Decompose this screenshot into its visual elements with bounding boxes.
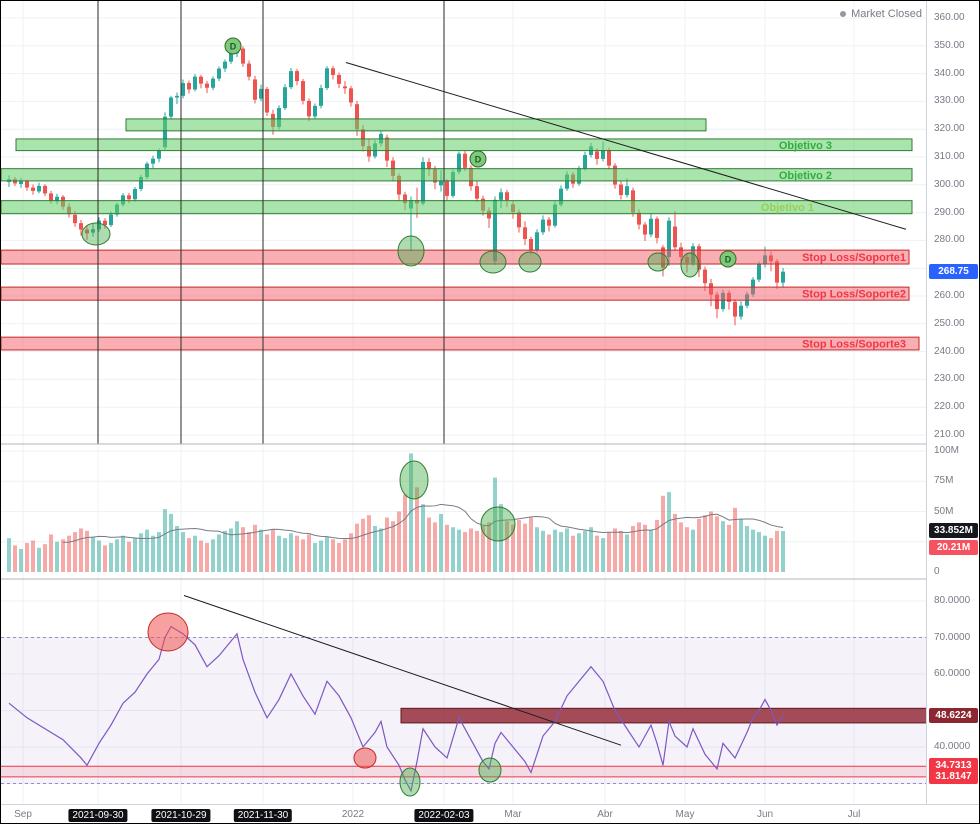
trendlines[interactable]: [183, 62, 907, 746]
volume-ma-line: [62, 503, 784, 543]
dividend-markers[interactable]: D D D: [224, 37, 737, 268]
band-objetivo-2[interactable]: [1, 168, 913, 182]
axis-tick-label: 220.00: [934, 401, 965, 413]
axis-tick-label: 260.00: [934, 290, 965, 301]
time-axis-label: Jun: [756, 809, 774, 820]
price-bands[interactable]: Objetivo 3 Objetivo 2 Objetivo 1 Stop Loss/…: [1, 118, 920, 351]
axis-price-badge: 48.6224: [929, 707, 978, 723]
candlestick-series: [7, 45, 785, 326]
rsi-support-lines[interactable]: [1, 765, 927, 778]
rsi-mid-band[interactable]: [400, 707, 927, 724]
green-ellipse-marker[interactable]: [478, 757, 502, 783]
band-stop-loss-soporte1[interactable]: [1, 249, 910, 265]
axis-tick-label: 75M: [934, 475, 954, 487]
band-label: Stop Loss/Soporte1: [802, 252, 906, 264]
axis-tick-label: 350.00: [934, 39, 965, 51]
time-axis-label: Abr: [597, 809, 613, 820]
axis-tick-label: 50M: [934, 505, 954, 517]
band-label: Objetivo 1: [761, 202, 814, 214]
pane-dividers: [1, 443, 927, 580]
market-status-dot-icon: [840, 11, 847, 17]
axis-tick-label: 290.00: [934, 206, 965, 218]
market-status: Market Closed: [840, 8, 922, 20]
axis-tick-label: 240.00: [934, 345, 965, 357]
band-stop-loss-soporte3[interactable]: [1, 336, 920, 351]
time-axis-date-badge: 2021-10-29: [151, 809, 211, 822]
time-axis[interactable]: Sep 2021-09-30 2021-10-29 2021-11-30 2022 202…: [1, 804, 979, 823]
green-ellipse-marker[interactable]: [397, 235, 425, 267]
dividend-icon[interactable]: [224, 37, 242, 55]
band-label: Objetivo 3: [779, 140, 832, 152]
band-stop-loss-soporte2[interactable]: [1, 286, 910, 301]
time-axis-date-badge: 2022-02-03: [414, 809, 474, 822]
market-status-label: Market Closed: [851, 8, 922, 20]
axis-tick-label: 340.00: [934, 67, 965, 79]
axis-tick-label: 60.0000: [934, 668, 971, 679]
time-axis-date-badge: 2021-09-30: [68, 809, 128, 822]
vertical-date-lines[interactable]: [97, 1, 445, 444]
dividend-label: D: [230, 42, 237, 52]
trendline-rsi[interactable]: [183, 595, 622, 746]
axis-tick-label: 330.00: [934, 95, 965, 107]
volume-series: [7, 453, 785, 572]
green-ellipse-marker[interactable]: [480, 506, 516, 542]
rsi-level-lines: [1, 637, 927, 784]
trendline-price[interactable]: [345, 62, 907, 230]
band-label: Stop Loss/Soporte3: [802, 339, 906, 351]
band-label: Stop Loss/Soporte2: [802, 289, 906, 301]
green-ellipse-marker[interactable]: [81, 222, 111, 246]
red-ellipse-marker[interactable]: [353, 747, 377, 769]
dividend-label: D: [725, 255, 732, 265]
axis-tick-label: 230.00: [934, 373, 965, 385]
axis-tick-label: 100M: [934, 445, 960, 456]
axis-tick-label: 280.00: [934, 234, 965, 246]
time-axis-label: Jul: [847, 809, 861, 820]
axis-tick-label: 70.0000: [934, 631, 971, 643]
axis-tick-label: 320.00: [934, 123, 965, 135]
green-ellipse-marker[interactable]: [399, 460, 429, 500]
green-ellipse-marker[interactable]: [680, 252, 700, 278]
axis-tick-label: 300.00: [934, 178, 965, 190]
green-ellipse-marker[interactable]: [479, 250, 507, 274]
green-ellipse-marker[interactable]: [518, 251, 542, 273]
dividend-label: D: [475, 155, 482, 165]
time-axis-label: Sep: [14, 809, 32, 820]
chart-canvas[interactable]: Objetivo 3 Objetivo 2 Objetivo 1 Stop Loss/…: [1, 1, 927, 804]
axis-tick-label: 40.0000: [934, 741, 971, 752]
band-unlabeled-0[interactable]: [125, 118, 707, 132]
band-label: Objetivo 2: [779, 170, 832, 182]
time-axis-label: 2022: [341, 809, 365, 820]
green-ellipse-marker[interactable]: [647, 252, 669, 272]
green-ellipse-marker[interactable]: [399, 767, 421, 797]
dividend-icon[interactable]: [469, 150, 487, 168]
axis-tick-label: 250.00: [934, 317, 965, 329]
axis-price-badge: 20.21M: [929, 539, 978, 555]
axis-tick-label: 360.00: [934, 12, 965, 23]
red-ellipse-marker[interactable]: [147, 612, 189, 652]
axis-tick-label: 0: [934, 566, 940, 577]
time-axis-label: Mar: [504, 809, 522, 820]
band-objetivo-1[interactable]: [1, 200, 913, 215]
axis-tick-label: 310.00: [934, 151, 965, 162]
axis-tick-label: 210.00: [934, 429, 965, 440]
time-axis-label: May: [675, 809, 695, 820]
price-axis[interactable]: 360.00 350.00 340.00 330.00 320.00 310.00 300.…: [926, 1, 979, 804]
axis-price-badge: 31.8147: [929, 768, 978, 784]
axis-tick-label: 80.0000: [934, 595, 971, 606]
axis-price-badge: 268.75: [929, 263, 978, 279]
dividend-icon[interactable]: [719, 250, 737, 268]
ellipse-markers[interactable]: [81, 222, 700, 797]
band-objetivo-3[interactable]: [15, 138, 913, 152]
time-axis-date-badge: 2021-11-30: [233, 809, 293, 822]
axis-price-badge: 33.852M: [929, 523, 978, 539]
